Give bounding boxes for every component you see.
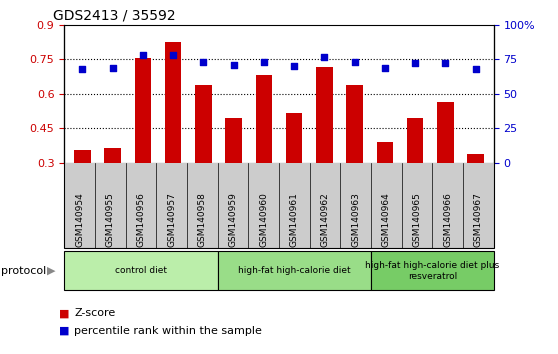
Bar [468, 154, 484, 232]
Bar [347, 85, 363, 232]
Bar [286, 113, 302, 232]
Point [259, 59, 268, 65]
Point [441, 61, 450, 66]
Text: GSM140967: GSM140967 [474, 193, 483, 247]
Text: GSM140966: GSM140966 [443, 193, 453, 247]
Text: percentile rank within the sample: percentile rank within the sample [74, 326, 262, 336]
Bar [195, 85, 211, 232]
Bar [377, 142, 393, 232]
Text: GSM140964: GSM140964 [382, 193, 391, 247]
Text: GSM140961: GSM140961 [290, 193, 299, 247]
Text: Z-score: Z-score [74, 308, 116, 318]
Text: GDS2413 / 35592: GDS2413 / 35592 [53, 9, 176, 23]
Text: ▶: ▶ [47, 266, 56, 276]
Text: high-fat high-calorie diet plus
resveratrol: high-fat high-calorie diet plus resverat… [365, 261, 499, 280]
Bar [407, 118, 424, 232]
Text: GSM140962: GSM140962 [320, 193, 330, 247]
Point [320, 54, 329, 59]
Point [199, 59, 208, 65]
Point [229, 62, 238, 68]
Bar [104, 148, 121, 232]
Text: GSM140958: GSM140958 [198, 193, 207, 247]
Point [381, 65, 389, 70]
Text: high-fat high-calorie diet: high-fat high-calorie diet [238, 266, 350, 275]
Text: protocol: protocol [1, 266, 46, 276]
Text: GSM140957: GSM140957 [167, 193, 176, 247]
Point [411, 61, 420, 66]
Bar [134, 58, 151, 232]
Point [108, 65, 117, 70]
Text: GSM140956: GSM140956 [136, 193, 146, 247]
Text: GSM140959: GSM140959 [228, 193, 238, 247]
Point [138, 52, 147, 58]
Bar [225, 118, 242, 232]
Text: ■: ■ [59, 326, 69, 336]
Point [290, 63, 299, 69]
Text: GSM140965: GSM140965 [412, 193, 422, 247]
Point [78, 66, 87, 72]
Text: GSM140960: GSM140960 [259, 193, 268, 247]
Bar [316, 67, 333, 232]
Bar [437, 102, 454, 232]
Text: GSM140963: GSM140963 [351, 193, 360, 247]
Point [350, 59, 359, 65]
Text: control diet: control diet [115, 266, 167, 275]
Bar [165, 42, 181, 232]
Text: ■: ■ [59, 308, 69, 318]
Text: GSM140954: GSM140954 [75, 193, 84, 247]
Bar [256, 75, 272, 232]
Point [471, 66, 480, 72]
Point [169, 52, 177, 58]
Bar [74, 150, 90, 232]
Text: GSM140955: GSM140955 [105, 193, 115, 247]
